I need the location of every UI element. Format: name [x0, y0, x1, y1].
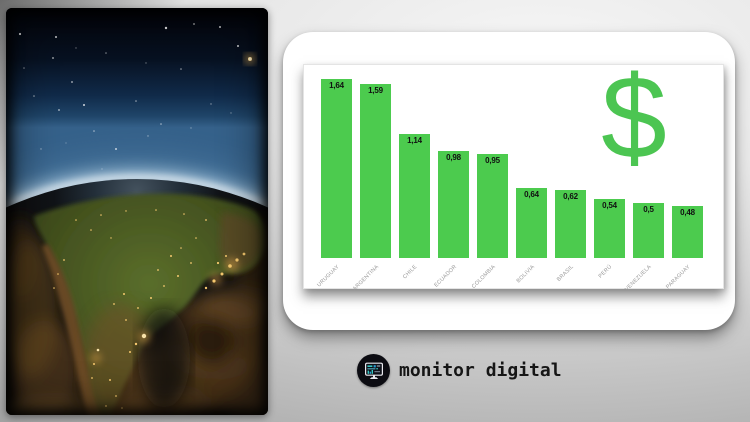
bar: 0,62	[555, 190, 586, 258]
bar-value-label: 0,95	[485, 156, 500, 165]
bar-category-label: CHILE	[402, 264, 419, 281]
bar-column: 1,64 URUGUAY	[316, 79, 352, 288]
dollar-sign-icon: $	[601, 52, 667, 184]
city-lights	[53, 209, 246, 409]
bar: 1,59	[360, 84, 391, 258]
bar-category-label: BOLIVIA	[515, 264, 536, 285]
bar-value-label: 0,64	[524, 190, 539, 199]
bar-column: 0,98 ECUADOR	[433, 79, 469, 289]
bar: 0,98	[438, 151, 469, 258]
bar-category-label: ARGENTINA	[351, 264, 380, 293]
bar-value-label: 0,54	[602, 201, 617, 210]
bar-category-label: URUGUAY	[316, 264, 341, 289]
bar-value-label: 0,62	[563, 192, 578, 201]
monitor-icon	[364, 362, 383, 379]
bar-value-label: 1,14	[407, 136, 422, 145]
bar-chart: 1,64 URUGUAY 1,59 ARGENTINA 1,14 CHILE 0,98 ECU…	[316, 79, 703, 293]
stars	[18, 23, 239, 180]
bar: 0,5	[633, 203, 664, 258]
bar: 0,54	[594, 199, 625, 258]
bar: 1,64	[321, 79, 352, 258]
bar-column: 0,48 PARAGUAY	[665, 79, 703, 290]
bright-star	[244, 53, 256, 65]
brand-name: monitor digital	[399, 360, 562, 381]
bar-column: 1,59 ARGENTINA	[352, 79, 391, 292]
chart-card: 1,64 URUGUAY 1,59 ARGENTINA 1,14 CHILE 0,98 ECU…	[283, 32, 735, 330]
bar: 0,95	[477, 154, 508, 258]
bar-value-label: 0,5	[643, 205, 654, 214]
brand: monitor digital	[357, 354, 562, 387]
bar-category-label: VENEZUELA	[624, 264, 653, 293]
bar-column: 0,95 COLOMBIA	[471, 79, 508, 290]
bar: 1,14	[399, 134, 430, 258]
bar-category-label: PERÚ	[598, 264, 614, 280]
bar: 0,48	[672, 206, 703, 258]
bar-column: 0,64 BOLIVIA	[515, 79, 547, 284]
south-america-night-photo	[6, 8, 268, 415]
bar-column: 1,14 CHILE	[399, 79, 430, 280]
south-america-night-art	[6, 8, 268, 415]
bar-category-label: BRASIL	[555, 264, 575, 283]
bar-column: 0,5 VENEZUELA	[624, 79, 664, 293]
bar: 0,64	[516, 188, 547, 258]
bar-value-label: 1,64	[329, 81, 344, 90]
brand-logo-circle	[357, 354, 390, 387]
bar-category-label: PARAGUAY	[665, 264, 692, 291]
chart-panel: 1,64 URUGUAY 1,59 ARGENTINA 1,14 CHILE 0,98 ECU…	[303, 59, 724, 293]
bar-category-label: ECUADOR	[433, 264, 458, 289]
bar-value-label: 0,98	[446, 153, 461, 162]
bar-column: 0,62 BRASIL	[555, 79, 586, 283]
bar-category-label: COLOMBIA	[470, 264, 497, 290]
bar-column: 0,54 PERÚ	[594, 79, 625, 280]
bar-value-label: 0,48	[680, 208, 695, 217]
bar-value-label: 1,59	[368, 86, 383, 95]
atmosphere-glow	[6, 155, 268, 228]
